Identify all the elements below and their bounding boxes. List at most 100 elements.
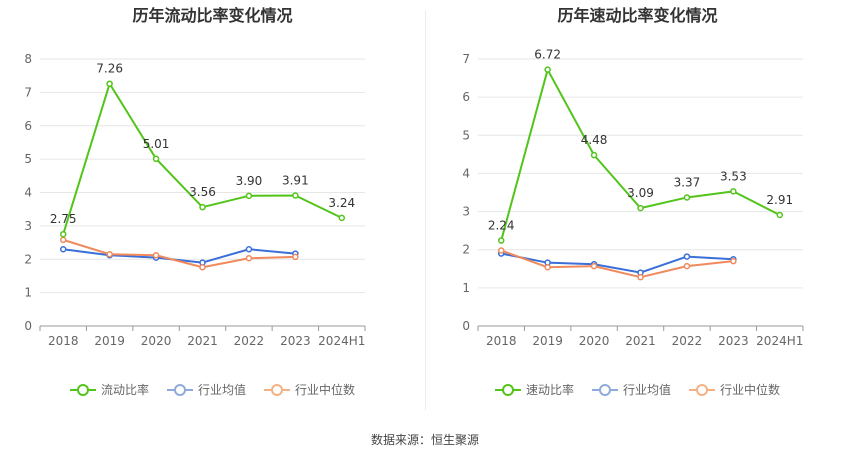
data-point — [199, 264, 206, 271]
legend-label: 行业均值 — [622, 383, 671, 397]
x-tick-label: 2018 — [48, 334, 79, 348]
legend-marker-icon — [264, 383, 290, 396]
x-tick-label: 2019 — [532, 334, 563, 348]
legend-marker-icon — [494, 383, 521, 396]
y-tick-label: 5 — [462, 128, 470, 142]
legend-marker-icon — [69, 383, 96, 396]
y-tick-label: 6 — [24, 119, 32, 133]
data-point — [245, 254, 253, 262]
data-label: 3.24 — [328, 196, 355, 210]
data-label: 2.91 — [766, 193, 793, 207]
y-tick-label: 1 — [462, 281, 470, 295]
y-tick-label: 3 — [24, 219, 32, 233]
data-point — [683, 194, 691, 201]
legend-label: 速动比率 — [525, 383, 574, 397]
data-label: 3.56 — [189, 185, 216, 199]
data-point — [544, 66, 551, 73]
data-point — [59, 236, 67, 244]
data-point — [497, 237, 505, 244]
x-tick-label: 2020 — [141, 334, 172, 348]
chart-title: 历年流动比率变化情况 — [132, 6, 293, 25]
current-ratio-chart: 0 1 2 3 4 5 6 7 8 2018 2019 2020 2021 2022 2023 2024H1 2… — [24, 52, 366, 348]
y-tick-label: 7 — [24, 85, 32, 99]
x-tick-label: 2024H1 — [318, 334, 365, 348]
data-point — [152, 155, 160, 163]
data-label: 4.48 — [581, 133, 608, 147]
x-tick-label: 2021 — [625, 334, 656, 348]
data-point — [776, 211, 784, 219]
x-tick-label: 2018 — [486, 334, 517, 348]
data-label: 3.37 — [674, 175, 701, 189]
legend-item[interactable]: 行业中位数 — [264, 381, 355, 398]
x-tick-label: 2023 — [718, 334, 749, 348]
current-ratio-panel: 历年流动比率变化情况 0 1 2 3 4 5 6 7 8 2018 2019 2020 2021 2022… — [0, 0, 425, 420]
series-line — [500, 249, 734, 279]
y-tick-label: 0 — [462, 319, 470, 333]
y-tick-label: 3 — [462, 205, 470, 219]
data-label: 6.72 — [534, 48, 561, 62]
series-line — [500, 68, 781, 241]
y-tick-label: 4 — [24, 186, 32, 200]
data-label: 3.91 — [282, 174, 309, 188]
panel-divider — [425, 10, 426, 410]
series-line — [62, 238, 296, 269]
data-point — [590, 151, 598, 159]
y-tick-label: 7 — [462, 52, 470, 66]
data-point — [152, 251, 160, 259]
quick-ratio-panel: 历年速动比率变化情况 0 1 2 3 4 5 6 7 2018 2019 2020 2021 2022 2… — [425, 0, 850, 420]
x-tick-label: 2022 — [672, 334, 703, 348]
data-point — [199, 203, 206, 211]
legend-item[interactable]: 行业中位数 — [689, 381, 780, 398]
y-tick-label: 2 — [462, 243, 470, 257]
data-point — [590, 262, 598, 270]
x-tick-label: 2020 — [579, 334, 610, 348]
x-tick-label: 2024H1 — [756, 334, 803, 348]
y-tick-label: 4 — [462, 166, 470, 180]
legend-label: 流动比率 — [100, 383, 149, 397]
data-label: 3.09 — [627, 186, 654, 200]
data-label: 3.53 — [720, 169, 747, 183]
y-tick-label: 8 — [24, 52, 32, 66]
legend-item[interactable]: 行业均值 — [591, 381, 671, 398]
legend-item[interactable]: 行业均值 — [166, 381, 246, 398]
data-point — [292, 192, 299, 199]
x-tick-label: 2021 — [187, 334, 218, 348]
y-tick-label: 0 — [24, 319, 32, 333]
data-point — [683, 253, 691, 260]
data-point — [637, 204, 644, 212]
data-point — [730, 188, 737, 195]
x-tick-label: 2023 — [280, 334, 311, 348]
x-tick-label: 2022 — [234, 334, 265, 348]
legend-item[interactable]: 速动比率 — [494, 381, 574, 398]
legend-marker-icon — [591, 383, 618, 396]
legend-marker-icon — [689, 383, 715, 396]
data-point — [637, 273, 644, 281]
legend-label: 行业均值 — [197, 383, 246, 397]
x-tick-label: 2019 — [94, 334, 125, 348]
legend-marker-icon — [166, 383, 193, 396]
legend-item[interactable]: 流动比率 — [69, 381, 149, 398]
quick-ratio-chart: 0 1 2 3 4 5 6 7 2018 2019 2020 2021 2022 2023 2024H1 2.… — [462, 48, 804, 348]
data-point — [106, 80, 113, 87]
data-point — [292, 253, 299, 261]
data-label: 2.24 — [488, 219, 515, 233]
legend-label: 行业中位数 — [720, 383, 781, 397]
data-label: 3.90 — [236, 174, 263, 188]
y-tick-label: 5 — [24, 152, 32, 166]
data-point — [544, 264, 551, 271]
chart-title: 历年速动比率变化情况 — [557, 6, 718, 25]
data-point — [59, 245, 67, 253]
chart-legend: 速动比率 行业均值 行业中位数 — [425, 381, 850, 398]
y-tick-label: 6 — [462, 90, 470, 104]
data-point — [59, 230, 67, 238]
chart-legend: 流动比率 行业均值 行业中位数 — [0, 381, 425, 398]
data-point — [245, 192, 253, 200]
data-point — [106, 250, 113, 258]
data-point — [338, 214, 346, 222]
data-label: 5.01 — [143, 137, 170, 151]
data-label: 2.75 — [50, 212, 77, 226]
data-point — [683, 262, 691, 270]
series-line — [501, 252, 734, 274]
data-point — [730, 257, 737, 265]
data-source-note: 数据来源：恒生聚源 — [370, 433, 479, 447]
